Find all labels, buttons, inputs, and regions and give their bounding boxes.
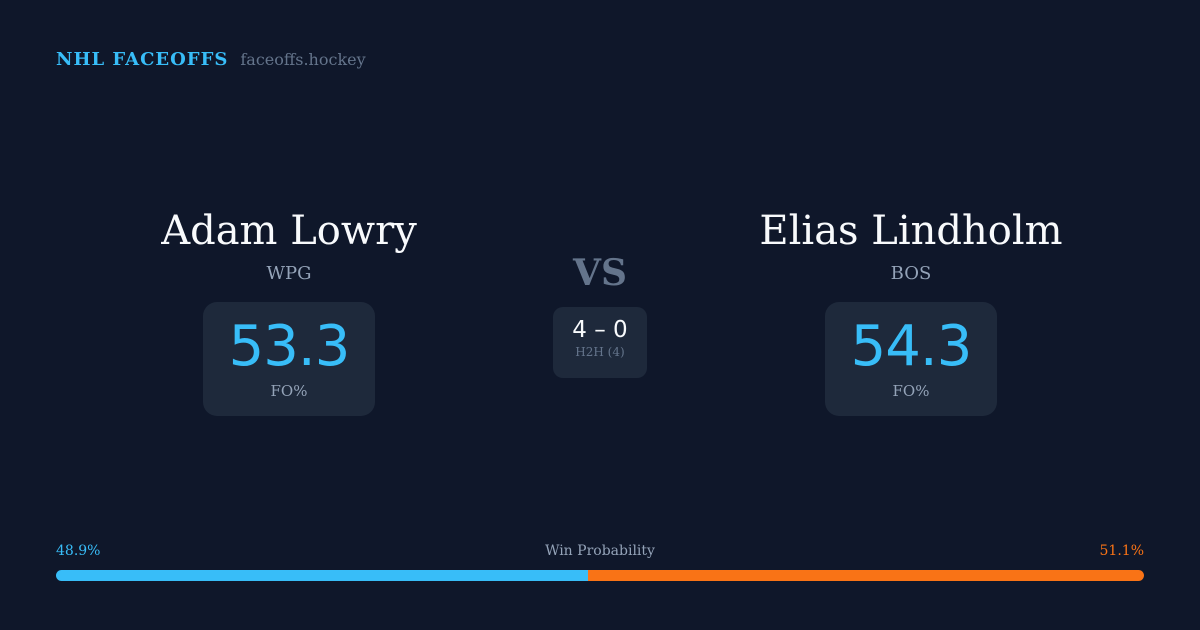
h2h-caption: H2H (4) (575, 345, 625, 359)
brand-url: faceoffs.hockey (240, 50, 366, 69)
brand-title: NHL FACEOFFS (56, 49, 229, 70)
left-player: Adam Lowry WPG 53.3 FO% (79, 205, 499, 416)
right-player: Elias Lindholm BOS 54.3 FO% (701, 205, 1121, 416)
win-prob-bar-left (56, 570, 589, 581)
brand: NHL FACEOFFS faceoffs.hockey (56, 49, 366, 70)
win-prob-left: 48.9% (56, 543, 101, 559)
h2h-score: 4 – 0 (572, 317, 628, 343)
left-fo-card: 53.3 FO% (203, 302, 375, 416)
right-fo-card: 54.3 FO% (825, 302, 997, 416)
right-player-name: Elias Lindholm (759, 208, 1063, 254)
win-prob-bar (56, 570, 1144, 581)
h2h-card: 4 – 0 H2H (4) (553, 307, 647, 378)
win-prob-right: 51.1% (1099, 543, 1144, 559)
right-fo-value: 54.3 (850, 314, 973, 379)
left-fo-label: FO% (270, 382, 308, 400)
left-player-team: WPG (266, 263, 312, 284)
right-fo-label: FO% (892, 382, 930, 400)
right-player-team: BOS (890, 263, 932, 284)
left-player-name: Adam Lowry (161, 208, 417, 254)
vs-label: VS (573, 252, 627, 294)
win-prob-label: Win Probability (545, 543, 655, 559)
win-prob-bar-right (588, 570, 1144, 581)
left-fo-value: 53.3 (228, 314, 351, 379)
